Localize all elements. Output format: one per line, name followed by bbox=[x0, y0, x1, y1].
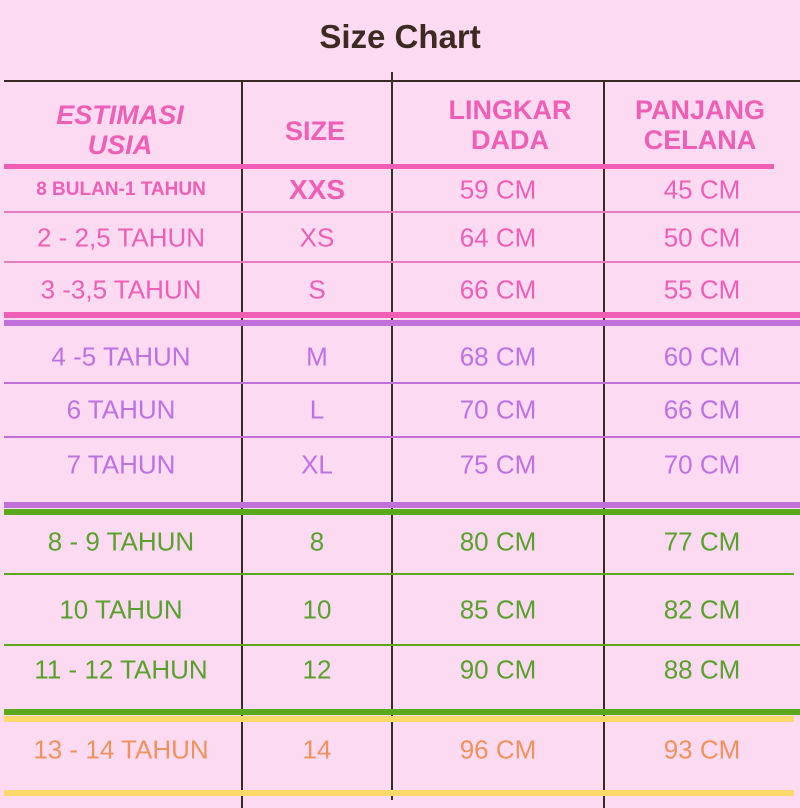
page-title: Size Chart bbox=[319, 18, 481, 55]
row-divider bbox=[4, 709, 800, 715]
header-top-line bbox=[4, 80, 800, 82]
header-chest: LINGKAR DADA bbox=[448, 95, 572, 155]
row-divider bbox=[4, 436, 800, 438]
cell-pants: 66 CM bbox=[663, 394, 741, 425]
cell-age: 4 -5 TAHUN bbox=[51, 341, 191, 372]
cell-pants: 50 CM bbox=[663, 222, 741, 253]
cell-age: 2 - 2,5 TAHUN bbox=[36, 222, 206, 253]
cell-pants: 60 CM bbox=[663, 341, 741, 372]
row-divider bbox=[4, 320, 800, 326]
cell-age: 6 TAHUN bbox=[66, 394, 176, 425]
cell-chest: 90 CM bbox=[459, 654, 537, 685]
row-divider bbox=[4, 312, 800, 318]
row-divider bbox=[4, 502, 800, 508]
cell-size: S bbox=[308, 274, 326, 305]
row-divider bbox=[4, 716, 794, 722]
cell-size: 14 bbox=[302, 734, 332, 765]
cell-age: 13 - 14 TAHUN bbox=[33, 734, 209, 765]
cell-size: XXS bbox=[288, 174, 346, 205]
row-divider bbox=[4, 509, 800, 515]
row-divider bbox=[4, 164, 774, 169]
row-divider bbox=[4, 573, 794, 575]
cell-chest: 70 CM bbox=[459, 394, 537, 425]
cell-pants: 45 CM bbox=[663, 174, 741, 205]
cell-age: 3 -3,5 TAHUN bbox=[40, 274, 202, 305]
header-age: ESTIMASI USIA bbox=[56, 100, 184, 160]
cell-age: 11 - 12 TAHUN bbox=[34, 654, 208, 685]
row-divider bbox=[4, 644, 800, 646]
cell-pants: 88 CM bbox=[663, 654, 741, 685]
column-divider bbox=[603, 80, 605, 808]
cell-size: 12 bbox=[302, 654, 332, 685]
cell-chest: 75 CM bbox=[459, 449, 537, 480]
cell-size: XS bbox=[299, 222, 335, 253]
cell-chest: 85 CM bbox=[459, 594, 537, 625]
row-divider bbox=[4, 211, 800, 213]
cell-chest: 96 CM bbox=[459, 734, 537, 765]
cell-size: L bbox=[309, 394, 325, 425]
cell-chest: 59 CM bbox=[459, 174, 537, 205]
cell-age: 10 TAHUN bbox=[59, 594, 183, 625]
cell-pants: 82 CM bbox=[663, 594, 741, 625]
cell-chest: 68 CM bbox=[459, 341, 537, 372]
header-size: SIZE bbox=[284, 116, 345, 146]
cell-pants: 55 CM bbox=[663, 274, 741, 305]
cell-pants: 70 CM bbox=[663, 449, 741, 480]
row-divider bbox=[4, 261, 800, 263]
row-divider bbox=[4, 382, 800, 384]
cell-size: XL bbox=[301, 449, 333, 480]
cell-age: 8 BULAN-1 TAHUN bbox=[36, 179, 206, 200]
cell-pants: 77 CM bbox=[663, 526, 741, 557]
column-divider bbox=[241, 80, 243, 808]
cell-chest: 66 CM bbox=[459, 274, 537, 305]
cell-age: 7 TAHUN bbox=[66, 449, 176, 480]
cell-size: 8 bbox=[309, 526, 325, 557]
row-divider bbox=[4, 790, 794, 796]
cell-chest: 64 CM bbox=[459, 222, 537, 253]
cell-size: M bbox=[306, 341, 328, 372]
cell-pants: 93 CM bbox=[663, 734, 741, 765]
cell-size: 10 bbox=[302, 594, 332, 625]
cell-chest: 80 CM bbox=[459, 526, 537, 557]
cell-age: 8 - 9 TAHUN bbox=[47, 526, 195, 557]
header-pants: PANJANG CELANA bbox=[634, 95, 766, 155]
